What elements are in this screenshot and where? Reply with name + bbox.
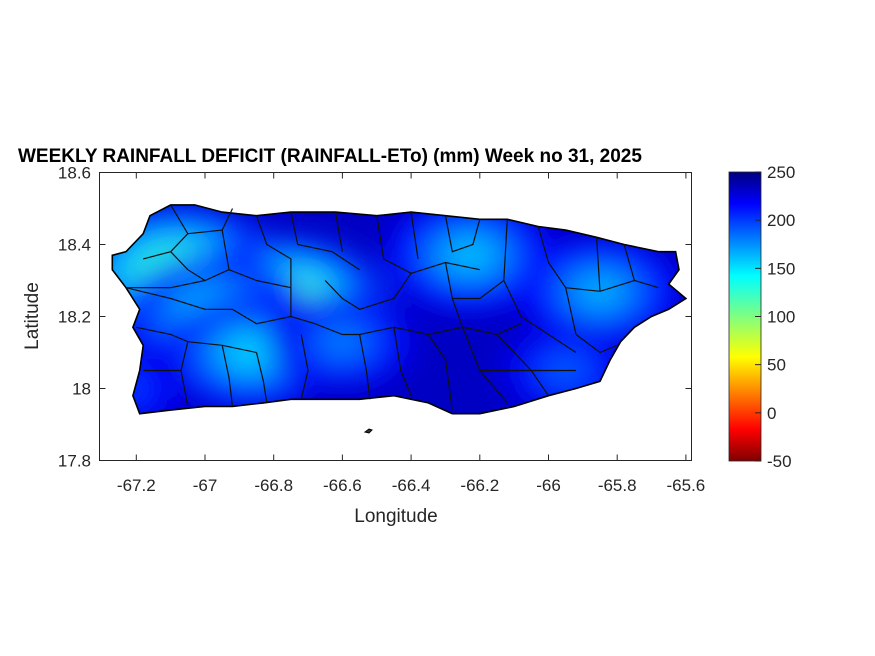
y-tick-label: 18	[72, 380, 91, 399]
x-tick-label: -66.2	[460, 476, 499, 495]
colorbar-tick-label: 250	[767, 163, 795, 182]
municipality-border	[255, 352, 268, 403]
y-tick-label: 18.4	[58, 236, 91, 255]
colorbar-tick-label: 0	[767, 404, 776, 423]
municipality-border	[255, 215, 292, 317]
municipality-border	[221, 345, 234, 407]
x-tick-label: -66.4	[392, 476, 431, 495]
field-hotspot	[112, 370, 157, 407]
x-tick-label: -67	[193, 476, 218, 495]
colorbar-ticks: -50 0 50 100 150 200 250	[755, 163, 795, 471]
map-area	[111, 204, 688, 434]
field-hotspot	[451, 243, 488, 268]
municipality-border	[359, 334, 371, 400]
municipality-borders	[125, 204, 659, 411]
municipality-border	[444, 215, 481, 253]
field-hotspot	[326, 331, 359, 353]
colorbar-tick-label: 150	[767, 259, 795, 278]
field-hotspot	[116, 379, 143, 398]
y-tick-label: 17.8	[58, 452, 91, 471]
municipality-border	[170, 251, 206, 282]
municipality-border	[410, 212, 419, 259]
colorbar: -50 0 50 100 150 200 250	[728, 163, 795, 471]
y-tick-label: 18.2	[58, 308, 91, 327]
municipality-border	[300, 334, 309, 400]
islet-caja-de-muertos	[363, 428, 373, 434]
colorbar-tick-label: 50	[767, 356, 786, 375]
y-axis-label: Latitude	[22, 282, 43, 350]
municipality-border	[324, 272, 412, 310]
municipality-border	[623, 244, 635, 281]
municipality-border	[334, 211, 343, 252]
municipality-border	[596, 237, 601, 292]
municipality-border	[393, 327, 412, 396]
municipality-border	[228, 269, 292, 289]
municipality-border	[427, 334, 453, 411]
y-tick-label: 18.6	[58, 164, 91, 183]
municipality-border	[125, 287, 522, 336]
colorbar-tick-label: 100	[767, 308, 795, 327]
x-tick-label: -67.2	[117, 476, 156, 495]
rainfall-field	[112, 204, 686, 414]
x-axis-label: Longitude	[354, 506, 437, 527]
y-axis: 17.8 18 18.2 18.4 18.6	[58, 164, 692, 471]
x-tick-label: -66.6	[323, 476, 362, 495]
field-hotspot	[230, 339, 269, 366]
municipality-border	[452, 280, 505, 300]
municipality-border	[565, 287, 618, 354]
municipality-border	[143, 204, 189, 260]
municipality-border	[290, 211, 360, 271]
chart-title: WEEKLY RAINFALL DEFICIT (RAINFALL-ETo) (…	[18, 146, 642, 167]
x-tick-label: -65.8	[598, 476, 637, 495]
x-tick-label: -66.8	[254, 476, 293, 495]
x-axis: -67.2 -67 -66.8 -66.6 -66.4 -66.2 -66 -65.8 -65.…	[117, 172, 706, 495]
colorbar-tick-label: 200	[767, 211, 795, 230]
municipality-border	[537, 226, 659, 292]
colorbar-tick-label: -50	[767, 452, 792, 471]
municipality-border	[503, 219, 577, 354]
x-tick-label: -65.6	[667, 476, 706, 495]
island-outline	[111, 204, 688, 415]
x-tick-label: -66	[536, 476, 561, 495]
